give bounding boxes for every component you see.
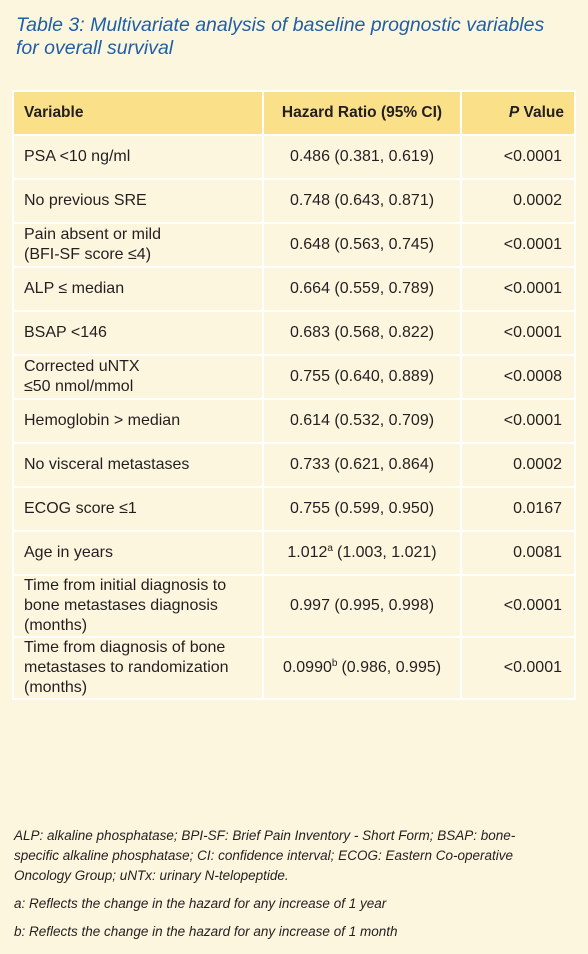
table-cell: 0.648 (0.563, 0.745)	[262, 222, 462, 268]
table-row: No visceral metastases 0.733 (0.621, 0.86…	[12, 442, 576, 488]
table-row: Hemoglobin > median 0.614 (0.532, 0.709) <…	[12, 398, 576, 444]
table-cell: ALP ≤ median	[12, 266, 264, 312]
table-row: No previous SRE 0.748 (0.643, 0.871) 0.000…	[12, 178, 576, 224]
footnote-marker: b	[331, 657, 338, 669]
table-row: PSA <10 ng/ml 0.486 (0.381, 0.619) <0.0001	[12, 134, 576, 180]
table-cell: Hemoglobin > median	[12, 398, 264, 444]
table-cell: 0.997 (0.995, 0.998)	[262, 574, 462, 638]
table-cell: <0.0001	[460, 310, 576, 356]
table-cell: Age in years	[12, 530, 264, 576]
table-cell: 1.012a (1.003, 1.021)	[262, 530, 462, 576]
table-body: PSA <10 ng/ml 0.486 (0.381, 0.619) <0.0001…	[12, 134, 576, 700]
table-cell: <0.0008	[460, 354, 576, 400]
footnote-marker: a	[327, 542, 333, 554]
table-cell: ECOG score ≤1	[12, 486, 264, 532]
table-cell: BSAP <146	[12, 310, 264, 356]
table-cell: <0.0001	[460, 266, 576, 312]
table-title: Table 3: Multivariate analysis of baseli…	[16, 14, 545, 59]
header-cell: P Value	[460, 90, 576, 136]
table-row: BSAP <146 0.683 (0.568, 0.822) <0.0001	[12, 310, 576, 356]
table-cell: <0.0001	[460, 636, 576, 700]
header-italic: P	[508, 104, 520, 121]
header-cell: Variable	[12, 90, 264, 136]
table-cell: 0.0002	[460, 178, 576, 224]
footnote: b: Reflects the change in the hazard for…	[14, 924, 398, 939]
cell-value: (0.986, 0.995)	[341, 659, 442, 676]
cell-value: 0.0990	[282, 659, 332, 676]
table-row: ECOG score ≤1 0.755 (0.599, 0.950) 0.0167	[12, 486, 576, 532]
table-cell: PSA <10 ng/ml	[12, 134, 264, 180]
table-cell: <0.0001	[460, 134, 576, 180]
footnote: ALP: alkaline phosphatase; BPI-SF: Brief…	[14, 828, 516, 883]
table-row: Pain absent or mild (BFI-SF score ≤4) 0.6…	[12, 222, 576, 268]
table-cell: Time from initial diagnosis to bone meta…	[12, 574, 264, 638]
header-cell: Hazard Ratio (95% CI)	[262, 90, 462, 136]
header-text: Value	[523, 104, 565, 121]
header-row: Variable Hazard Ratio (95% CI) P Value	[12, 90, 576, 136]
table-row: Corrected uNTX ≤50 nmol/mmol 0.755 (0.640…	[12, 354, 576, 400]
table-row: Age in years 1.012a (1.003, 1.021) 0.0081	[12, 530, 576, 576]
table-cell: 0.486 (0.381, 0.619)	[262, 134, 462, 180]
table-cell: 0.683 (0.568, 0.822)	[262, 310, 462, 356]
table-cell: 0.614 (0.532, 0.709)	[262, 398, 462, 444]
table: Variable Hazard Ratio (95% CI) P Value P…	[12, 90, 576, 700]
table-cell: 0.733 (0.621, 0.864)	[262, 442, 462, 488]
table-cell: Pain absent or mild (BFI-SF score ≤4)	[12, 222, 264, 268]
table-cell: 0.0002	[460, 442, 576, 488]
table-cell: 0.664 (0.559, 0.789)	[262, 266, 462, 312]
table-row: Time from diagnosis of bone metastases t…	[12, 636, 576, 700]
table-cell: 0.0081	[460, 530, 576, 576]
table-row: Time from initial diagnosis to bone meta…	[12, 574, 576, 638]
cell-value: 1.012	[287, 544, 328, 561]
table-cell: 0.0167	[460, 486, 576, 532]
table-cell: <0.0001	[460, 574, 576, 638]
table-cell: 0.755 (0.640, 0.889)	[262, 354, 462, 400]
footnotes: ALP: alkaline phosphatase; BPI-SF: Brief…	[14, 826, 534, 950]
table-cell: Time from diagnosis of bone metastases t…	[12, 636, 264, 700]
table-cell: No previous SRE	[12, 178, 264, 224]
table-cell: 0.748 (0.643, 0.871)	[262, 178, 462, 224]
table-cell: <0.0001	[460, 398, 576, 444]
cell-value: (1.003, 1.021)	[336, 544, 437, 561]
table-cell: 0.755 (0.599, 0.950)	[262, 486, 462, 532]
table-cell: No visceral metastases	[12, 442, 264, 488]
table-cell: 0.0990b (0.986, 0.995)	[262, 636, 462, 700]
table-row: ALP ≤ median 0.664 (0.559, 0.789) <0.0001	[12, 266, 576, 312]
table-cell: <0.0001	[460, 222, 576, 268]
table-cell: Corrected uNTX ≤50 nmol/mmol	[12, 354, 264, 400]
footnote: a: Reflects the change in the hazard for…	[14, 896, 387, 911]
